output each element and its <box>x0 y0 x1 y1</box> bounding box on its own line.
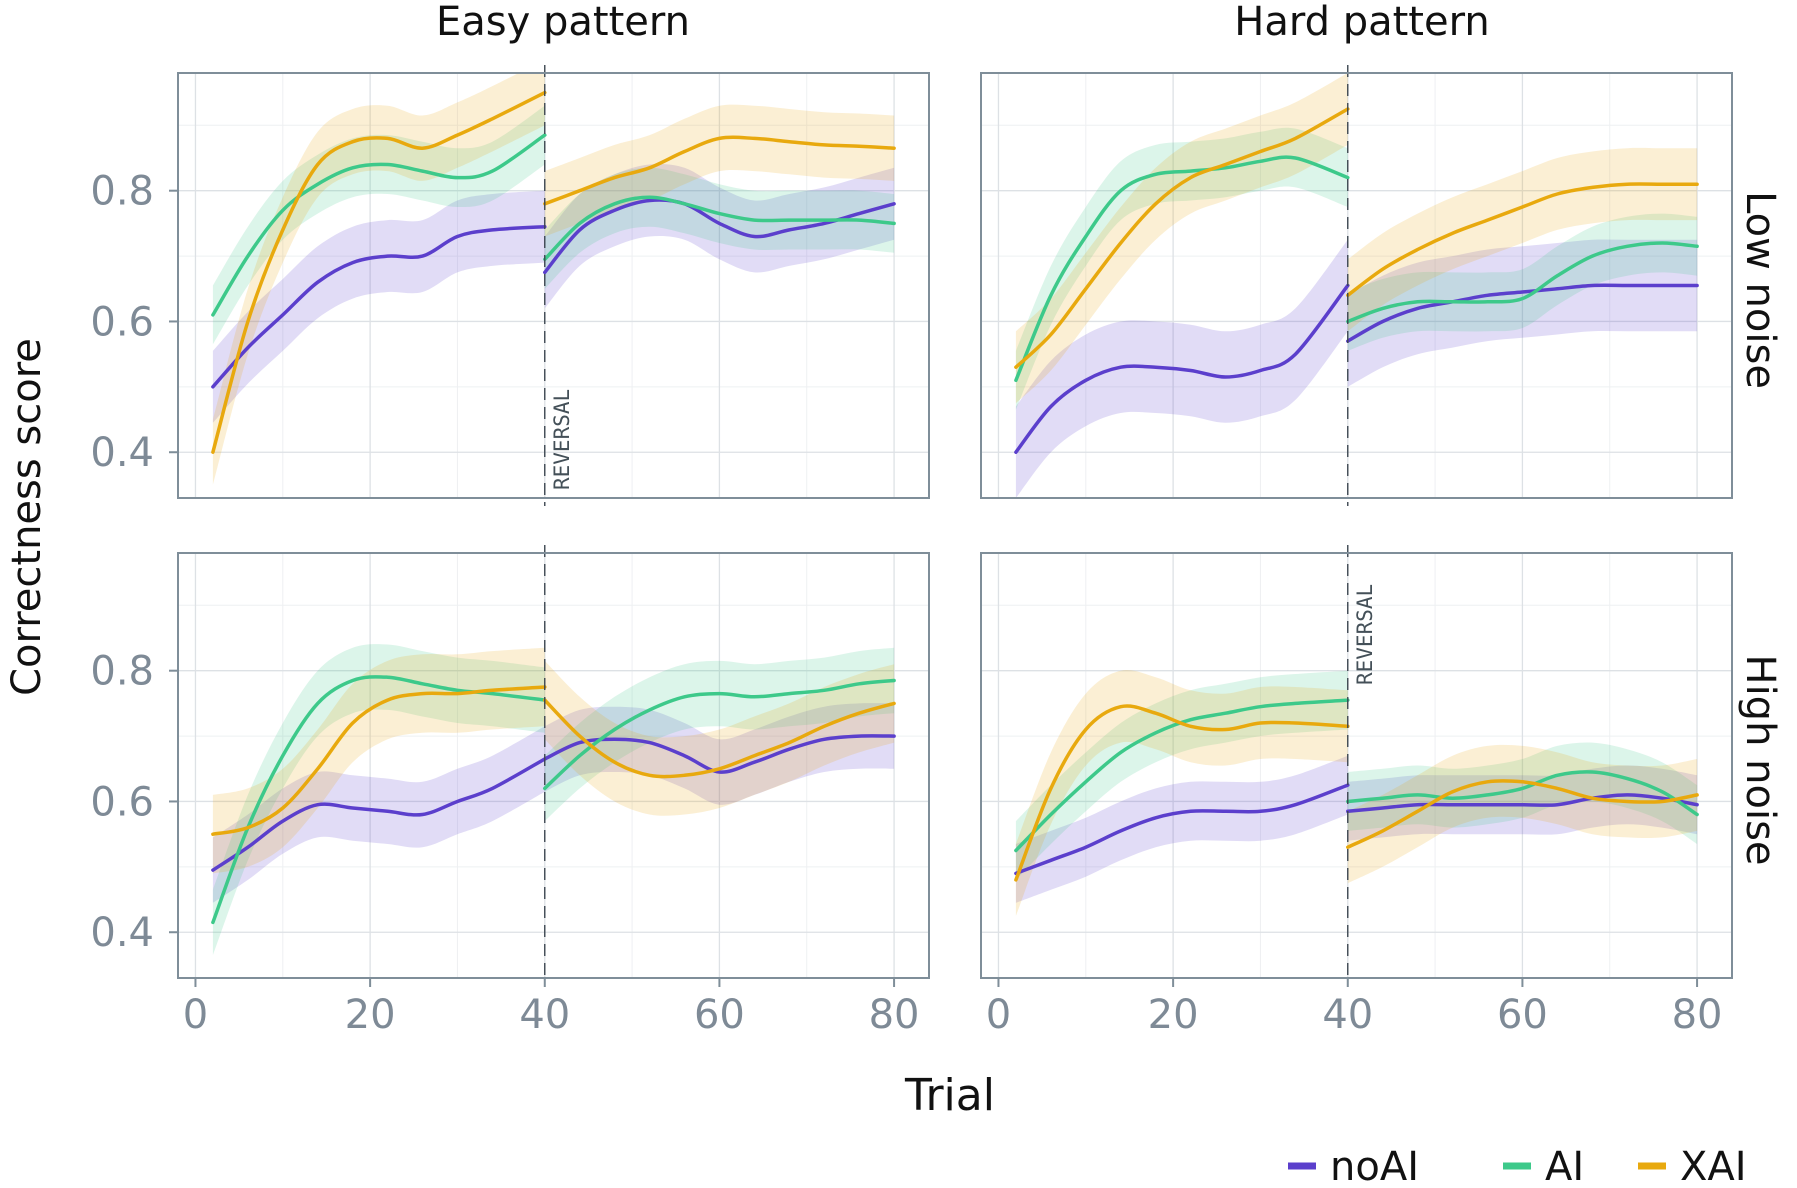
x-tick-label: 60 <box>694 992 745 1038</box>
line-xai <box>1346 182 1699 298</box>
x-tick-label: 40 <box>519 992 570 1038</box>
line-noai <box>543 734 896 774</box>
panel-border <box>980 72 1733 499</box>
y-tick-labels: 0.4 0.6 0.8 0.4 0.6 0.8 <box>90 169 154 957</box>
reversal-label: REVERSAL <box>1353 584 1377 685</box>
band-ai <box>212 644 545 956</box>
line-xai <box>543 135 896 206</box>
band-ai <box>1015 127 1348 410</box>
line-noai <box>1014 283 1350 454</box>
band-noai <box>1347 239 1698 387</box>
x-tick-label: 80 <box>869 992 920 1038</box>
plot-area <box>1014 670 1699 916</box>
legend-label-noai: noAI <box>1330 1144 1419 1188</box>
x-tick-label: 80 <box>1672 992 1723 1038</box>
plot-area <box>211 644 896 956</box>
y-tick-label: 0.4 <box>90 430 154 476</box>
line-ai <box>211 133 547 317</box>
panel-easy-pattern-low-noise: REVERSAL <box>169 65 930 506</box>
band-xai <box>1347 147 1698 332</box>
y-tick-label: 0.6 <box>90 299 154 345</box>
line-xai <box>543 698 896 779</box>
x-tick-label: 20 <box>345 992 396 1038</box>
band-noai <box>212 726 545 903</box>
band-noai <box>1015 755 1348 903</box>
line-ai <box>1014 155 1350 383</box>
column-label-hard-pattern: Hard pattern <box>1234 0 1489 45</box>
panel-hard-pattern-high-noise: REVERSAL <box>980 545 1733 987</box>
line-noai <box>1014 783 1350 876</box>
line-noai <box>211 757 547 872</box>
band-ai <box>1347 742 1698 844</box>
column-label-easy-pattern: Easy pattern <box>436 0 690 45</box>
band-xai <box>212 73 545 485</box>
line-ai <box>1346 241 1699 324</box>
line-ai <box>543 195 896 262</box>
panel-border <box>177 552 930 979</box>
band-noai <box>212 190 545 423</box>
y-tick-label: 0.4 <box>90 910 154 956</box>
x-tick-label: 40 <box>1322 992 1373 1038</box>
legend-label-ai: AI <box>1545 1144 1584 1188</box>
x-tick-labels: 0 20 40 60 80 0 20 40 60 80 <box>183 992 1723 1038</box>
line-ai <box>1014 698 1350 853</box>
panels: REVERSAL REVERSAL <box>169 65 1733 987</box>
y-axis-title: Correctness score <box>4 338 50 696</box>
band-xai <box>1347 744 1698 884</box>
y-tick-label: 0.8 <box>90 649 154 695</box>
panel-border <box>177 72 930 499</box>
reversal-label: REVERSAL <box>550 389 574 490</box>
x-tick-label: 0 <box>986 992 1011 1038</box>
line-xai <box>1346 779 1699 849</box>
band-xai <box>1015 73 1348 404</box>
band-xai <box>1015 670 1348 916</box>
panel-hard-pattern-low-noise <box>980 65 1733 506</box>
band-noai <box>544 703 895 805</box>
line-noai <box>1346 283 1699 343</box>
line-xai <box>211 90 547 454</box>
legend-label-xai: XAI <box>1680 1144 1747 1188</box>
y-tick-label: 0.8 <box>90 169 154 215</box>
line-xai <box>1014 704 1350 882</box>
y-tick-label: 0.6 <box>90 779 154 825</box>
plot-area <box>1014 73 1699 498</box>
panel-easy-pattern-high-noise <box>169 545 930 987</box>
x-tick-label: 0 <box>183 992 208 1038</box>
line-noai <box>1346 793 1699 814</box>
row-label-low-noise: Low noise <box>1737 191 1783 389</box>
x-tick-label: 60 <box>1497 992 1548 1038</box>
band-ai <box>212 105 545 345</box>
row-label-high-noise: High noise <box>1737 654 1783 865</box>
band-ai <box>1347 213 1698 351</box>
panel-border <box>980 552 1733 979</box>
band-xai <box>212 647 545 874</box>
plot-area <box>211 73 896 485</box>
x-axis-title: Trial <box>904 1070 995 1121</box>
x-tick-label: 20 <box>1148 992 1199 1038</box>
line-xai <box>1014 107 1350 369</box>
legend: noAI AI XAI <box>1288 1144 1747 1188</box>
line-ai <box>543 678 896 791</box>
line-ai <box>1346 770 1699 817</box>
band-xai <box>544 660 895 816</box>
line-xai <box>211 685 547 836</box>
panel-background <box>178 553 929 978</box>
line-noai <box>211 224 547 389</box>
